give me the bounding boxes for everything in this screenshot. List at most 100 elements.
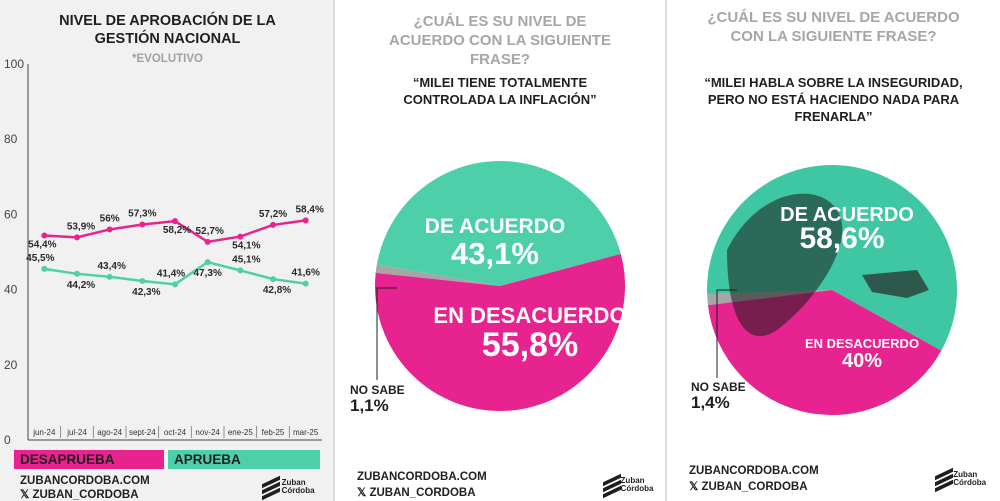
footer-x-handle[interactable]: 𝕏 ZUBAN_CORDOBA (689, 481, 808, 493)
nosabe-value: 1,1% (350, 396, 389, 415)
acuerdo-value: 58,6% (799, 222, 885, 255)
y-tick-label: 0 (4, 433, 11, 447)
footer-x-handle[interactable]: 𝕏 ZUBAN_CORDOBA (357, 487, 476, 499)
data-label: 58,2% (163, 225, 191, 236)
footer-web[interactable]: ZUBANCORDOBA.COM (357, 471, 487, 483)
x-tick-label: feb-25 (262, 428, 285, 437)
footer-web[interactable]: ZUBANCORDOBA.COM (20, 475, 150, 487)
data-label: 56% (100, 213, 120, 224)
data-point (139, 221, 146, 228)
data-point (302, 217, 309, 224)
y-tick-label: 100 (4, 57, 24, 71)
y-tick-label: 60 (4, 207, 18, 221)
x-tick-label: mar-25 (293, 428, 319, 437)
logo: Zuban Córdoba (935, 467, 1000, 493)
question-title: ¿CUÁL ES SU NIVEL DE ACUERDO CON LA SIGU… (707, 9, 960, 45)
data-label: 47,3% (193, 268, 221, 279)
data-point (204, 238, 211, 245)
y-tick-label: 40 (4, 283, 18, 297)
nosabe-value: 1,4% (691, 393, 730, 412)
nosabe-leader-line (716, 289, 737, 378)
data-point (41, 265, 48, 272)
y-tick-label: 80 (4, 132, 18, 146)
logo-icon (262, 475, 280, 501)
data-label: 42,3% (132, 287, 160, 298)
pie-slice-en-desacuerdo (375, 253, 625, 411)
desacuerdo-value: 55,8% (481, 326, 579, 364)
logo-icon (603, 473, 621, 499)
x-tick-label: nov-24 (195, 428, 220, 437)
pie-chart-security (707, 165, 957, 416)
desacuerdo-value: 40% (841, 350, 883, 372)
logo: Zuban Córdoba (262, 475, 333, 501)
data-label: 52,7% (195, 226, 223, 237)
x-tick-label: ene-25 (228, 428, 253, 437)
data-point (172, 281, 178, 288)
security-panel: ¿CUÁL ES SU NIVEL DE ACUERDO CON LA SIGU… (667, 0, 1000, 501)
acuerdo-label: DE ACUERDO (780, 204, 914, 226)
nosabe-leader-line (376, 287, 397, 380)
x-tick-label: oct-24 (164, 428, 187, 437)
data-point (270, 276, 276, 283)
data-label: 57,2% (259, 209, 287, 220)
photo-shadow (727, 193, 843, 337)
data-label: 41,4% (157, 268, 185, 279)
quote-text: “MILEI HABLA SOBRE LA INSEGURIDAD, PERO … (704, 75, 963, 124)
data-label: 58,4% (295, 204, 323, 215)
chart-subtitle: *EVOLUTIVO (132, 53, 203, 65)
nosabe-label: NO SABE (350, 383, 405, 397)
footer-x-handle[interactable]: 𝕏 ZUBAN_CORDOBA (20, 489, 139, 501)
desacuerdo-label: EN DESACUERDO (433, 303, 627, 328)
data-point (106, 273, 113, 280)
line-chart: 0 20 40 60 80 100 jun-24 jul-24 ago-24 sept-24 oct… (4, 57, 324, 447)
data-label: 57,3% (128, 209, 156, 220)
y-tick-label: 20 (4, 358, 18, 372)
data-label: 42,8% (263, 285, 291, 296)
inflation-panel: ¿CUÁL ES SU NIVEL DE ACUERDO CON LA SIGU… (335, 0, 665, 501)
pie-slice-de-acuerdo (376, 160, 621, 286)
data-point (237, 267, 244, 274)
data-point (74, 234, 80, 241)
data-label: 53,9% (67, 221, 95, 232)
footer-web[interactable]: ZUBANCORDOBA.COM (689, 465, 819, 477)
data-label: 44,2% (67, 280, 95, 291)
data-point (74, 270, 80, 277)
data-point (302, 280, 309, 287)
logo-text: Zuban Córdoba (281, 478, 315, 495)
pie-chart-inflation (375, 160, 625, 411)
x-tick-label: ago-24 (97, 428, 122, 437)
logo-icon (935, 467, 953, 493)
chart-title: NIVEL DE APROBACIÓN DE LA GESTIÓN NACION… (59, 13, 276, 47)
quote-text: “MILEI TIENE TOTALMENTE CONTROLADA LA IN… (403, 75, 597, 107)
data-label: 54,4% (28, 239, 56, 250)
pie-slice-no-sabe (375, 264, 500, 286)
data-point (106, 226, 113, 233)
data-point (270, 221, 276, 228)
data-label: 43,4% (97, 261, 125, 272)
data-point (237, 233, 244, 240)
legend-aprueba-label: APRUEBA (174, 452, 241, 467)
logo-text: Zuban Córdoba (953, 470, 987, 487)
x-tick-label: sept-24 (129, 428, 156, 437)
x-tick-label: jun-24 (32, 428, 56, 437)
data-point (41, 232, 48, 239)
x-tick-label: jul-24 (66, 428, 87, 437)
legend-desaprueba-label: DESAPRUEBA (20, 452, 115, 467)
data-label: 41,6% (291, 268, 319, 279)
data-point (139, 277, 146, 284)
acuerdo-label: DE ACUERDO (424, 215, 566, 238)
data-label: 45,1% (232, 254, 260, 265)
legend-desaprueba: DESAPRUEBA (14, 450, 164, 469)
data-label: 45,5% (26, 253, 54, 264)
acuerdo-value: 43,1% (451, 236, 539, 271)
nosabe-label: NO SABE (691, 380, 746, 394)
desacuerdo-label: EN DESACUERDO (804, 336, 920, 351)
logo-text: Zuban Córdoba (620, 476, 654, 493)
legend-aprueba: APRUEBA (168, 450, 320, 469)
gun-icon (862, 270, 929, 298)
data-label: 54,1% (232, 241, 260, 252)
question-title: ¿CUÁL ES SU NIVEL DE ACUERDO CON LA SIGU… (389, 13, 611, 68)
data-point (204, 259, 211, 266)
approval-panel: NIVEL DE APROBACIÓN DE LA GESTIÓN NACION… (0, 0, 333, 501)
data-point (172, 218, 178, 225)
